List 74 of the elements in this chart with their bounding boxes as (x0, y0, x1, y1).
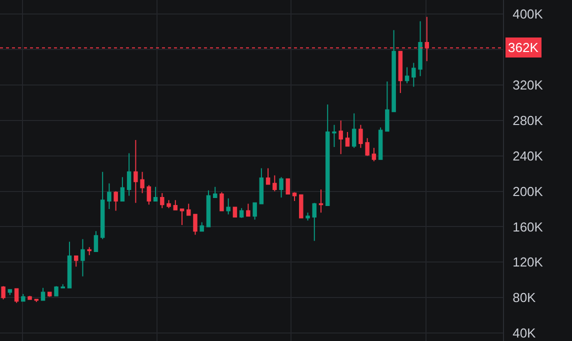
candlestick (14, 288, 19, 304)
ref-line-label: 362K (508, 40, 539, 55)
candlestick (365, 138, 370, 156)
candlestick (166, 200, 171, 209)
candlestick (292, 192, 297, 202)
y-tick-label: 120K (512, 254, 544, 270)
candlestick (34, 298, 39, 303)
candlestick (312, 202, 316, 242)
candlestick (372, 147, 376, 162)
candlestick (332, 124, 336, 148)
y-tick-label: 80K (512, 290, 536, 306)
candlestick (40, 287, 46, 301)
candlestick (418, 20, 422, 77)
candlestick (226, 198, 230, 215)
candlestick (352, 112, 356, 148)
candlestick (212, 186, 218, 198)
candlestick (134, 139, 138, 204)
candlestick (140, 171, 144, 194)
y-tick-label: 280K (512, 113, 544, 128)
candlestick (107, 182, 112, 210)
candlestick (120, 176, 125, 202)
candlestick (385, 80, 390, 132)
candlestick (193, 214, 198, 236)
candlestick (80, 238, 85, 277)
candlestick (358, 124, 363, 148)
candlestick (299, 194, 304, 218)
candlestick (206, 190, 211, 228)
candlestick (67, 241, 72, 288)
candlestick (246, 203, 250, 217)
candlestick (60, 284, 65, 288)
candlestick (180, 208, 184, 226)
candlestick (160, 192, 164, 209)
candlestick (1, 286, 6, 300)
candlestick (200, 222, 204, 232)
candlestick (8, 289, 12, 296)
candlestick (338, 120, 343, 155)
candlestick (74, 255, 78, 268)
candlestick (318, 189, 324, 214)
y-tick-label: 200K (512, 184, 544, 199)
candlestick (279, 176, 284, 198)
y-tick-label: 320K (512, 78, 544, 93)
candlestick (28, 295, 32, 300)
candlestick (404, 66, 410, 84)
y-tick-label: 40K (512, 326, 536, 341)
candlestick (126, 152, 132, 196)
candlestick (412, 62, 416, 88)
candlestick (87, 246, 92, 256)
candlestick (146, 184, 152, 206)
candlestick (252, 202, 257, 220)
candlestick (54, 286, 58, 296)
candlestick (266, 168, 270, 185)
candlestick (94, 230, 98, 252)
y-tick-label: 240K (512, 148, 544, 164)
candlestick (153, 186, 158, 202)
candlestick (392, 30, 396, 112)
candlestick (378, 127, 383, 160)
candlestick (239, 208, 244, 218)
candlestick (345, 131, 350, 147)
candlestick (398, 50, 403, 94)
candlestick (259, 168, 264, 204)
candlestick (186, 203, 191, 216)
candlestick (232, 206, 238, 218)
y-tick-label: 160K (512, 219, 544, 234)
y-tick-label: 400K (512, 6, 544, 22)
candlestick (220, 192, 224, 212)
candlestick (306, 212, 310, 222)
candlestick (21, 294, 26, 302)
candlestick (173, 200, 178, 210)
candlestick (100, 171, 105, 240)
candlestick (114, 190, 118, 212)
candlestick (272, 174, 277, 192)
candlestick (286, 178, 290, 194)
candlestick (48, 292, 52, 298)
candlestick (325, 104, 330, 206)
